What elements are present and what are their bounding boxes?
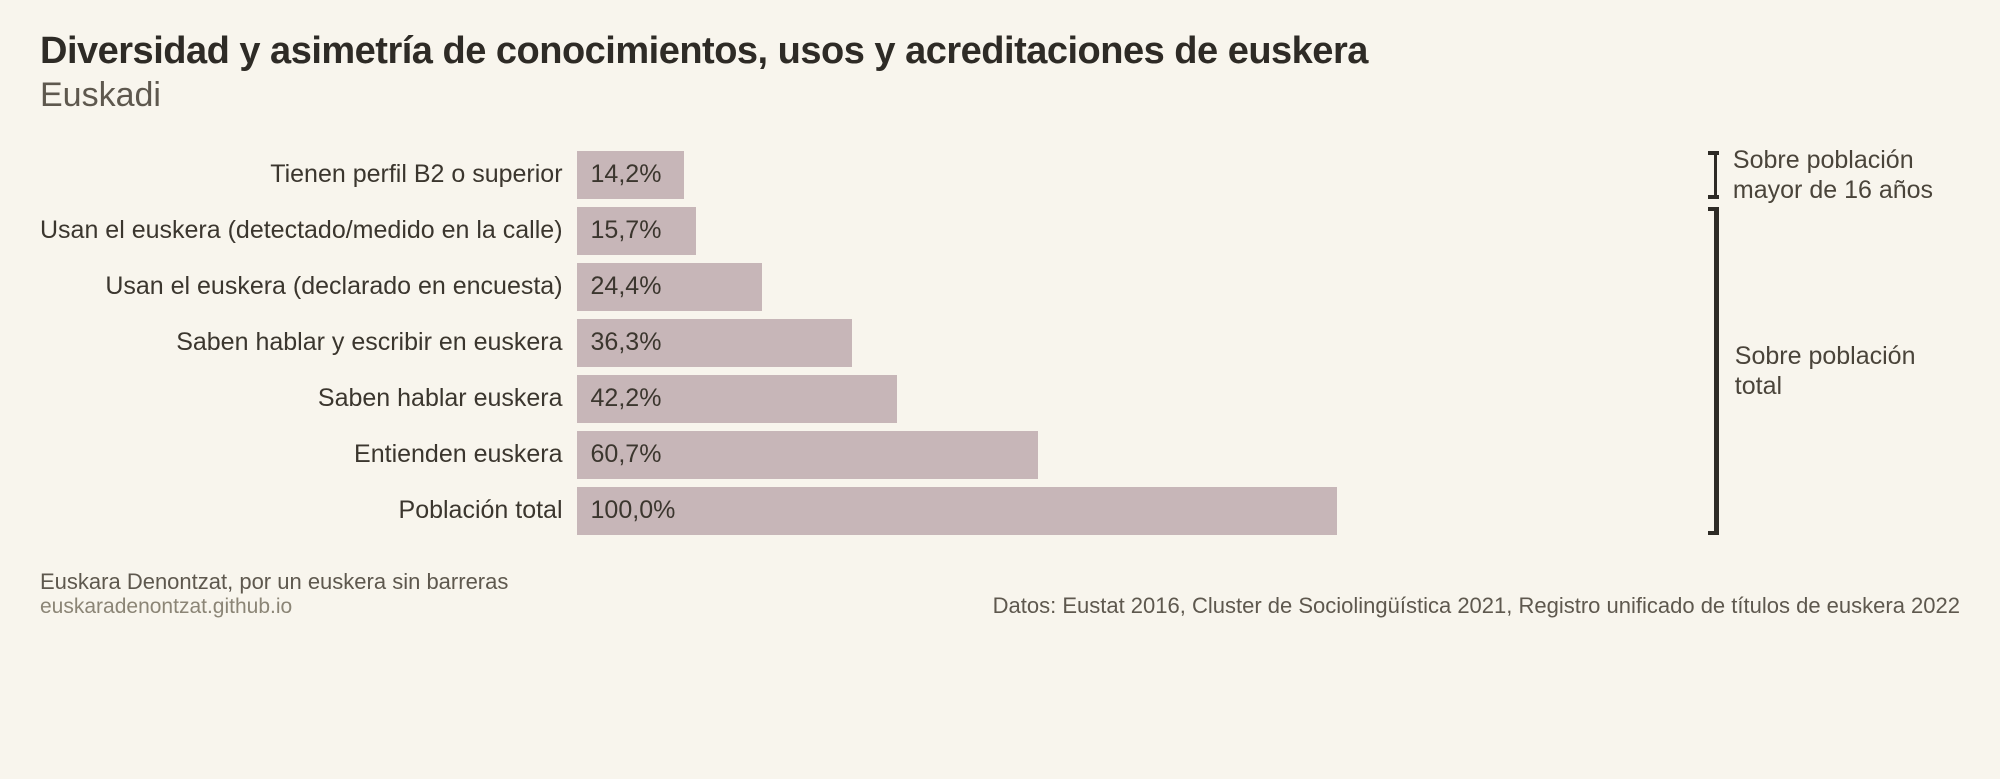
chart-title: Diversidad y asimetría de conocimientos,… <box>40 30 1960 74</box>
chart-subtitle: Euskadi <box>40 76 1960 115</box>
bar-row: 24,4% <box>577 259 1700 315</box>
bar: 14,2% <box>577 151 685 199</box>
bars-column: 14,2% 15,7% 24,4% 36,3% 42,2% 60,7% 100,0% <box>577 147 1700 539</box>
footer: Euskara Denontzat, por un euskera sin ba… <box>40 569 1960 619</box>
chart: Tienen perfil B2 o superiorUsan el euske… <box>40 147 1960 539</box>
bar-row: 60,7% <box>577 427 1700 483</box>
bracket: Sobre población total <box>1714 207 1960 535</box>
bar-row: 14,2% <box>577 147 1700 203</box>
category-label: Usan el euskera (detectado/medido en la … <box>40 203 577 259</box>
footer-left: Euskara Denontzat, por un euskera sin ba… <box>40 569 508 619</box>
category-label: Tienen perfil B2 o superior <box>40 147 577 203</box>
bracket-line <box>1714 151 1717 199</box>
bar: 100,0% <box>577 487 1337 535</box>
category-labels-column: Tienen perfil B2 o superiorUsan el euske… <box>40 147 577 539</box>
category-label: Saben hablar y escribir en euskera <box>40 315 577 371</box>
bracket-label: Sobre población total <box>1719 341 1960 401</box>
bar: 60,7% <box>577 431 1038 479</box>
category-label: Usan el euskera (declarado en encuesta) <box>40 259 577 315</box>
bar-row: 42,2% <box>577 371 1700 427</box>
bracket: Sobre población mayor de 16 años <box>1714 151 1960 199</box>
brackets-column: Sobre población mayor de 16 años Sobre po… <box>1700 147 1960 539</box>
footer-url: euskaradenontzat.github.io <box>40 595 508 619</box>
bracket-label: Sobre población mayor de 16 años <box>1717 145 1960 205</box>
bar: 24,4% <box>577 263 762 311</box>
category-label: Población total <box>40 483 577 539</box>
footer-org: Euskara Denontzat, por un euskera sin ba… <box>40 569 508 595</box>
footer-sources: Datos: Eustat 2016, Cluster de Socioling… <box>993 593 1960 619</box>
bracket-line <box>1714 207 1719 535</box>
bar-row: 36,3% <box>577 315 1700 371</box>
category-label: Saben hablar euskera <box>40 371 577 427</box>
bar: 36,3% <box>577 319 853 367</box>
category-label: Entienden euskera <box>40 427 577 483</box>
bar-row: 15,7% <box>577 203 1700 259</box>
bar: 15,7% <box>577 207 696 255</box>
bar: 42,2% <box>577 375 898 423</box>
bar-row: 100,0% <box>577 483 1700 539</box>
